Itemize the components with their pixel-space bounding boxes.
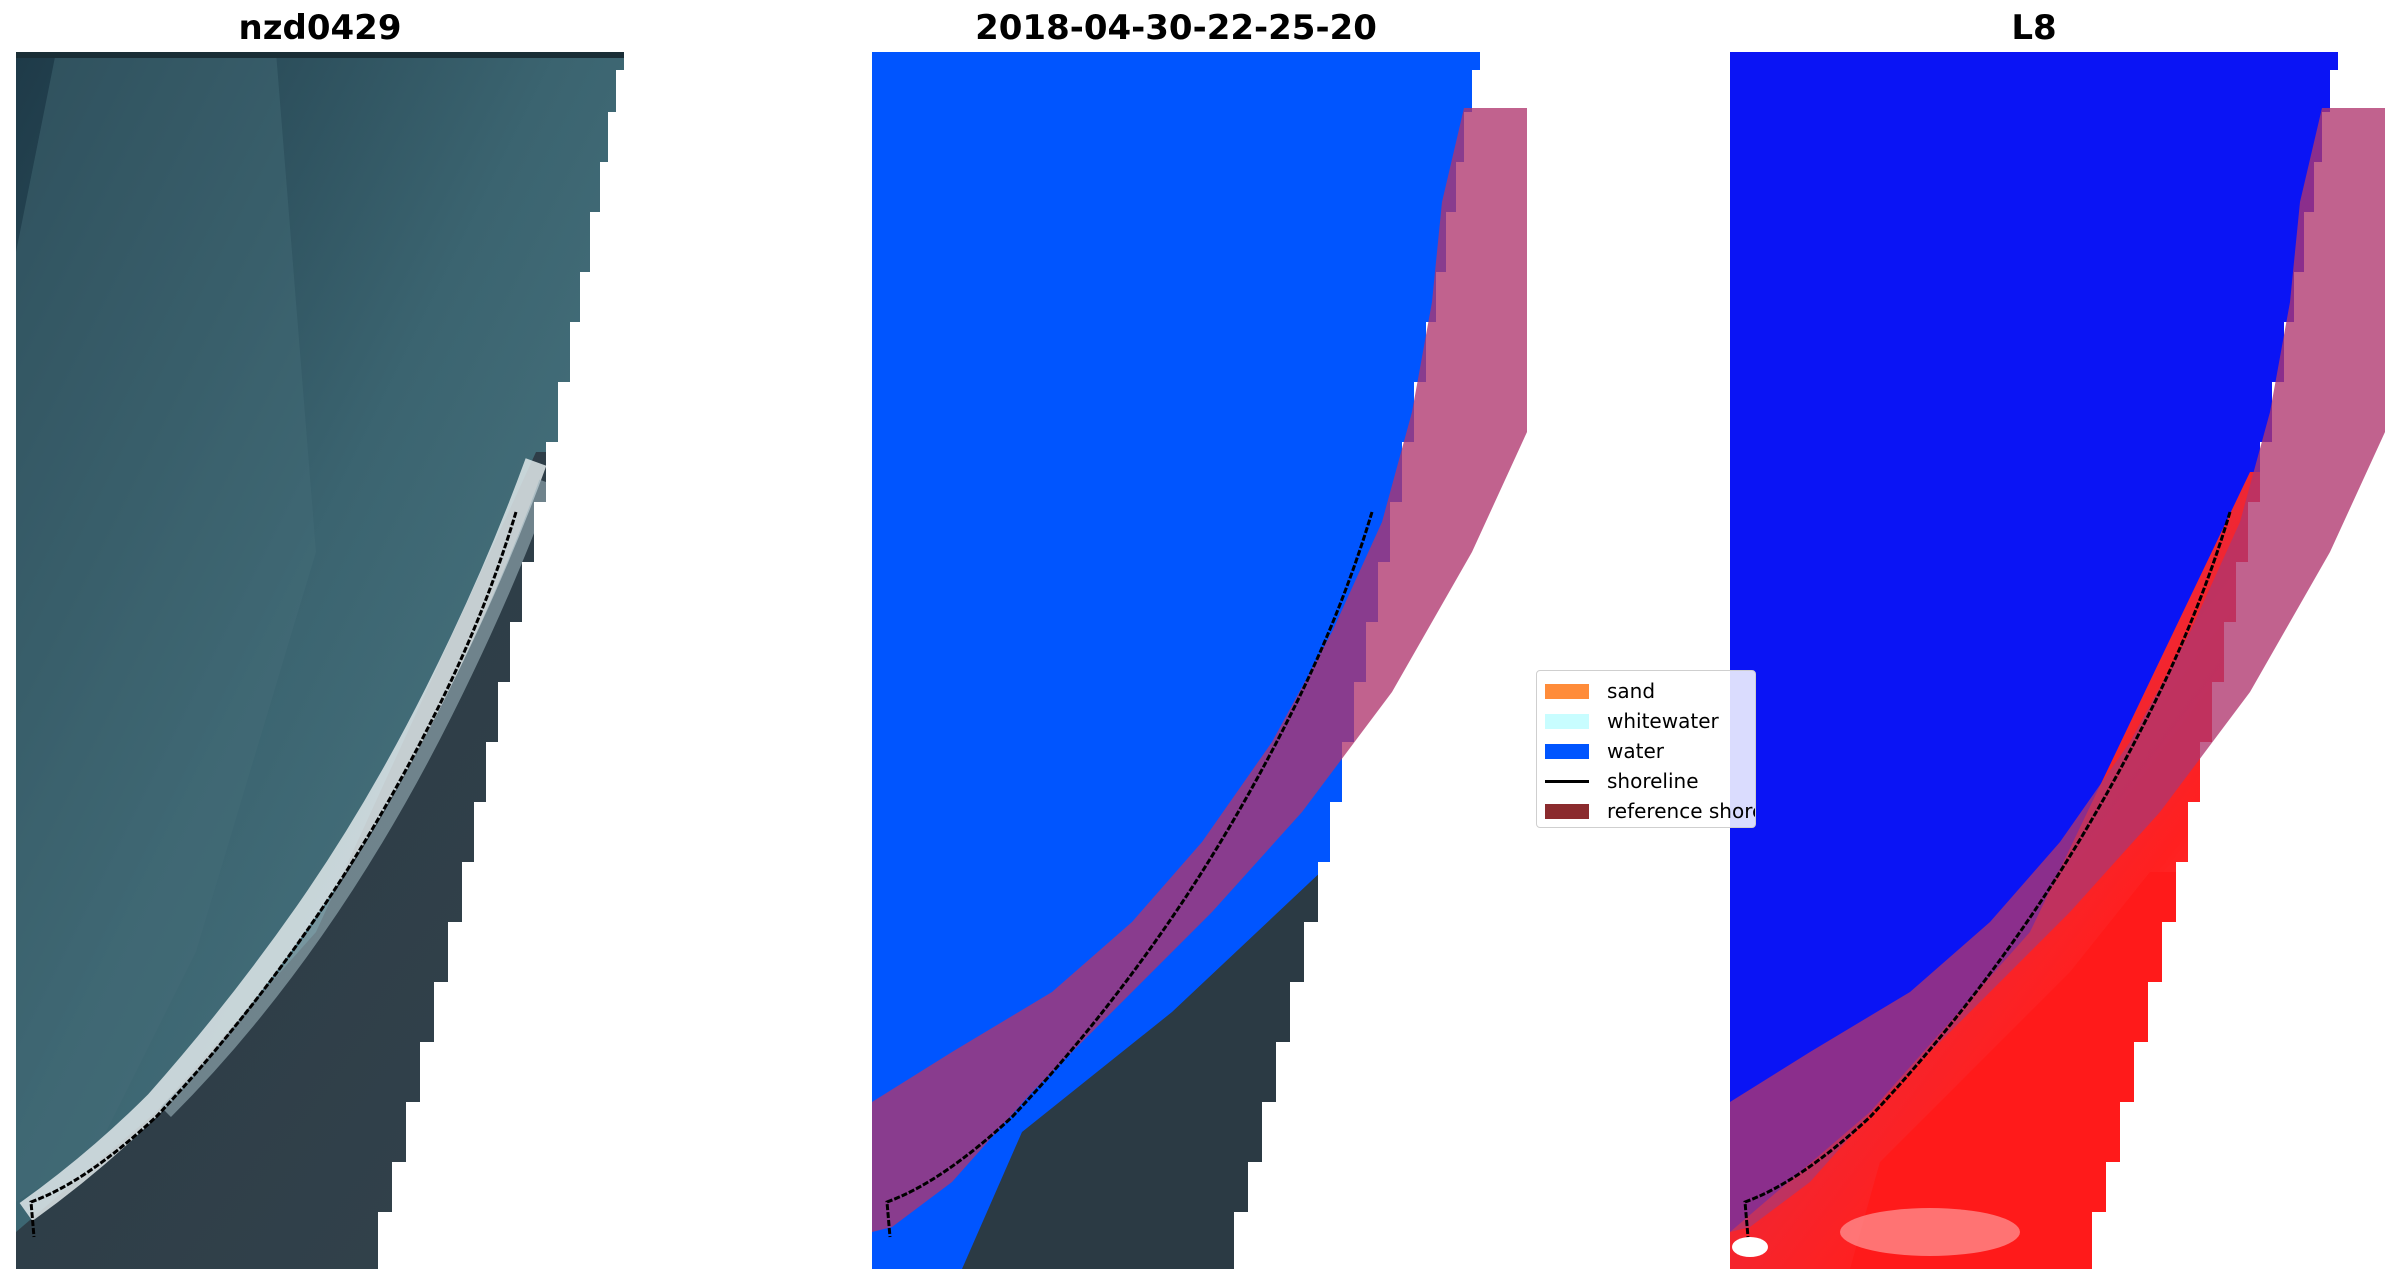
legend-label-whitewater: whitewater xyxy=(1607,709,1719,733)
legend-swatch-shoreline xyxy=(1545,779,1589,783)
panel-title-index: L8 xyxy=(2011,8,2057,48)
legend-label-water: water xyxy=(1607,739,1664,763)
panel-title-rgb: nzd0429 xyxy=(238,8,402,48)
legend-item-shoreline: shoreline xyxy=(1545,767,1699,795)
panel-title-classified: 2018-04-30-22-25-20 xyxy=(975,8,1377,48)
index-image-panel xyxy=(1730,52,2385,1269)
legend-swatch-reference-shoreline xyxy=(1545,803,1589,819)
legend-item-water: water xyxy=(1545,737,1664,765)
legend-label-shoreline: shoreline xyxy=(1607,769,1699,793)
legend-swatch-whitewater xyxy=(1545,713,1589,729)
classified-image-panel xyxy=(872,52,1527,1269)
reference-shoreline-buffer xyxy=(1730,108,2385,1232)
legend: sand whitewater water shoreline referenc… xyxy=(1536,670,1756,828)
reference-shoreline-buffer xyxy=(872,108,1527,1232)
legend-label-reference-shoreline: reference shoreline xyxy=(1607,799,1755,823)
shoreline-line xyxy=(29,511,518,1238)
legend-item-sand: sand xyxy=(1545,677,1655,705)
shoreline-line xyxy=(1743,511,2232,1238)
legend-swatch-water xyxy=(1545,743,1589,759)
legend-item-whitewater: whitewater xyxy=(1545,707,1719,735)
legend-label-sand: sand xyxy=(1607,679,1656,703)
legend-item-reference-shoreline: reference shoreline xyxy=(1545,797,1755,825)
legend-swatch-sand xyxy=(1545,683,1589,699)
rgb-image-panel xyxy=(16,52,624,1269)
shoreline-line xyxy=(885,511,1374,1238)
